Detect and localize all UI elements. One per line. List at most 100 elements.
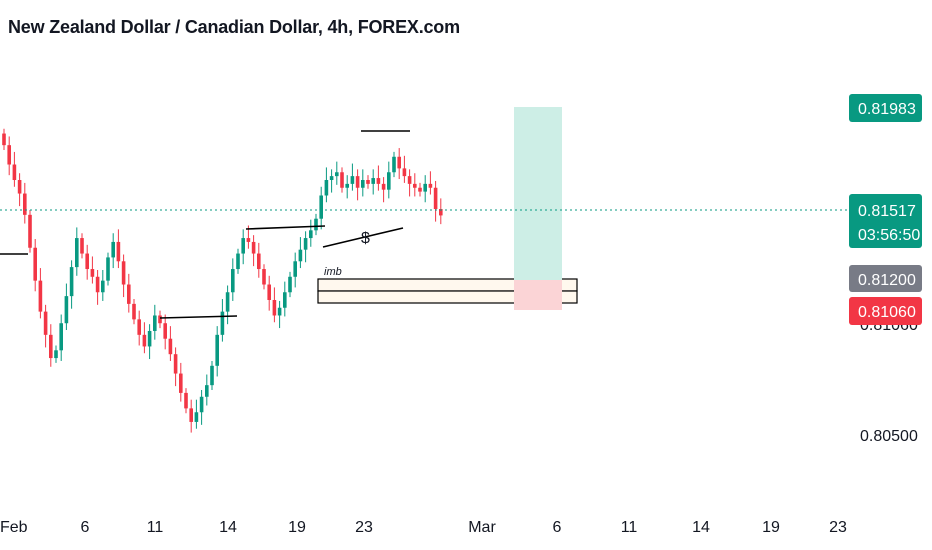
candle-body <box>43 311 48 335</box>
candle-body <box>309 230 313 239</box>
candle-body <box>49 334 53 359</box>
candle-body <box>428 183 433 188</box>
candle-body <box>257 253 261 270</box>
candle-body <box>168 338 173 355</box>
candle-body <box>205 385 209 397</box>
candle-body <box>2 133 6 146</box>
candle-body <box>319 195 323 219</box>
x-tick-label: 19 <box>288 519 306 536</box>
candle-body <box>251 241 256 254</box>
candle-body <box>17 180 22 194</box>
candles-layer <box>2 128 443 433</box>
candle-body <box>28 214 32 248</box>
candle-body <box>85 253 89 270</box>
candle-body <box>433 187 438 210</box>
x-tick-label: 11 <box>147 519 164 536</box>
candle-body <box>340 172 344 188</box>
candle-body <box>236 253 240 270</box>
stop-zone <box>514 280 562 310</box>
stop-price-tag: 0.81060 <box>849 297 922 325</box>
svg-text:0.81060: 0.81060 <box>858 304 916 321</box>
candle-body <box>220 311 225 335</box>
x-tick-label: 23 <box>829 519 847 536</box>
candle-body <box>241 238 245 254</box>
candle-body <box>283 292 287 308</box>
candle-body <box>303 238 308 250</box>
target-zone <box>514 107 562 280</box>
candle-body <box>59 323 63 351</box>
candle-body <box>329 176 334 180</box>
candle-body <box>392 156 396 173</box>
candle-body <box>381 183 386 190</box>
target-price-tag: 0.81983 <box>849 94 922 122</box>
candle-body <box>397 156 401 169</box>
candle-body <box>418 187 422 192</box>
candle-body <box>277 307 282 316</box>
svg-text:0.81200: 0.81200 <box>858 272 916 289</box>
x-tick-label: 6 <box>81 519 90 536</box>
chart-title: New Zealand Dollar / Canadian Dollar, 4h… <box>8 17 460 37</box>
candle-body <box>272 300 277 316</box>
candle-body <box>293 261 297 277</box>
imb-label: imb <box>324 266 342 278</box>
x-tick-label: 19 <box>762 519 780 536</box>
candle-body <box>163 323 167 339</box>
x-tick-label: 11 <box>621 519 638 536</box>
candle-body <box>101 280 105 293</box>
candle-body <box>361 180 365 188</box>
y-tick-0.80500: 0.80500 <box>860 428 918 445</box>
candle-body <box>142 334 147 347</box>
candle-body <box>80 238 84 254</box>
swing-high-line-1 <box>159 315 238 319</box>
candle-body <box>116 241 121 262</box>
candle-body <box>335 172 339 177</box>
candle-body <box>387 172 391 190</box>
candle-body <box>12 164 17 180</box>
candle-body <box>355 176 360 188</box>
candle-body <box>189 408 193 422</box>
candle-body <box>127 284 131 304</box>
candle-body <box>376 178 381 184</box>
candle-body <box>314 218 318 231</box>
candle-body <box>54 350 58 359</box>
candle-body <box>194 412 199 422</box>
candle-body <box>402 168 407 177</box>
candle-body <box>407 176 412 184</box>
countdown-label: 03:56:50 <box>858 227 920 244</box>
candle-body <box>199 396 204 413</box>
candle-body <box>184 392 188 409</box>
candle-body <box>225 292 230 312</box>
candle-body <box>111 241 115 258</box>
svg-text:0.81517: 0.81517 <box>858 203 916 220</box>
x-tick-label: Mar <box>468 519 496 536</box>
candle-body <box>288 276 292 293</box>
candle-body <box>38 280 43 312</box>
candle-body <box>246 238 251 242</box>
candle-body <box>137 319 141 335</box>
candle-body <box>439 209 443 216</box>
candle-body <box>345 183 349 188</box>
candle-body <box>231 269 235 293</box>
entry-price-tag: 0.81200 <box>849 265 922 292</box>
candle-body <box>267 284 271 300</box>
candle-body <box>90 269 95 277</box>
current-price-tag: 0.81517 03:56:50 <box>849 194 922 248</box>
x-tick-label: Feb <box>0 519 28 536</box>
candle-body <box>413 183 417 188</box>
candle-body <box>75 238 79 268</box>
liquidity-trendline <box>322 227 404 248</box>
candle-body <box>23 193 27 215</box>
candle-body <box>350 176 355 184</box>
candle-body <box>215 334 219 366</box>
x-tick-label: 23 <box>355 519 373 536</box>
svg-text:0.81983: 0.81983 <box>858 101 916 118</box>
candle-body <box>158 315 162 324</box>
imbalance-box-lower <box>317 290 578 304</box>
x-axis: Feb 6 11 14 19 23 Mar 6 11 14 19 23 <box>0 519 847 536</box>
candle-body <box>147 330 152 347</box>
x-tick-label: 14 <box>692 519 710 536</box>
candle-body <box>366 180 370 184</box>
candle-body <box>173 354 178 374</box>
candle-body <box>95 276 100 293</box>
